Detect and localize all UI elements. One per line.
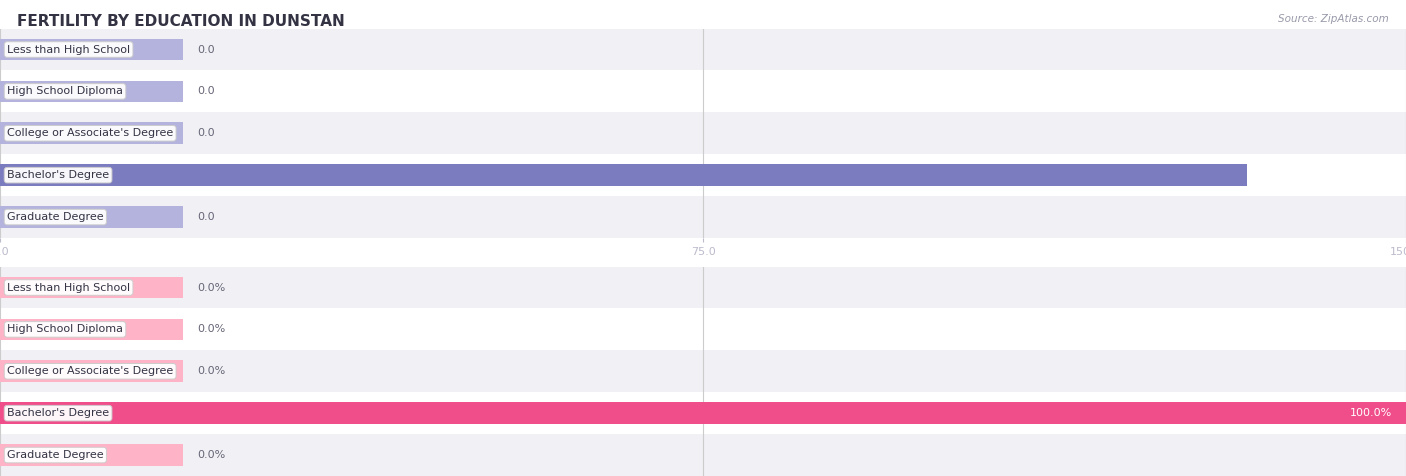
Bar (0, 308, 1406, 350)
Bar (0, 444, 183, 466)
Text: FERTILITY BY EDUCATION IN DUNSTAN: FERTILITY BY EDUCATION IN DUNSTAN (17, 14, 344, 30)
Text: Bachelor's Degree: Bachelor's Degree (7, 408, 110, 418)
Text: 0.0%: 0.0% (197, 282, 225, 293)
Text: College or Associate's Degree: College or Associate's Degree (7, 366, 173, 377)
Bar (0, 360, 183, 382)
Bar (0, 267, 1406, 308)
Bar (0, 206, 183, 228)
Text: 0.0%: 0.0% (197, 324, 225, 335)
Bar (0, 39, 183, 60)
Bar (0, 318, 183, 340)
Text: 0.0: 0.0 (197, 44, 215, 55)
Bar (0, 154, 1406, 196)
Text: High School Diploma: High School Diploma (7, 324, 124, 335)
Text: Bachelor's Degree: Bachelor's Degree (7, 170, 110, 180)
Text: College or Associate's Degree: College or Associate's Degree (7, 128, 173, 139)
Bar (0, 402, 1406, 424)
Bar (0, 277, 183, 298)
Bar (0, 29, 1406, 70)
Bar (0, 350, 1406, 392)
Text: 100.0%: 100.0% (1350, 408, 1392, 418)
Text: Source: ZipAtlas.com: Source: ZipAtlas.com (1278, 14, 1389, 24)
Text: 0.0: 0.0 (197, 212, 215, 222)
Bar (0, 196, 1406, 238)
Bar (0, 112, 1406, 154)
Text: Graduate Degree: Graduate Degree (7, 450, 104, 460)
Text: Less than High School: Less than High School (7, 44, 131, 55)
Bar (0, 392, 1406, 434)
Text: 133.0: 133.0 (1361, 170, 1392, 180)
Text: 0.0: 0.0 (197, 128, 215, 139)
Bar (0, 122, 183, 144)
Text: 0.0%: 0.0% (197, 366, 225, 377)
Text: 0.0%: 0.0% (197, 450, 225, 460)
Bar (0, 164, 1247, 186)
Text: Less than High School: Less than High School (7, 282, 131, 293)
Text: High School Diploma: High School Diploma (7, 86, 124, 97)
Text: Graduate Degree: Graduate Degree (7, 212, 104, 222)
Bar (0, 70, 1406, 112)
Text: 0.0: 0.0 (197, 86, 215, 97)
Bar (0, 434, 1406, 476)
Bar (0, 80, 183, 102)
